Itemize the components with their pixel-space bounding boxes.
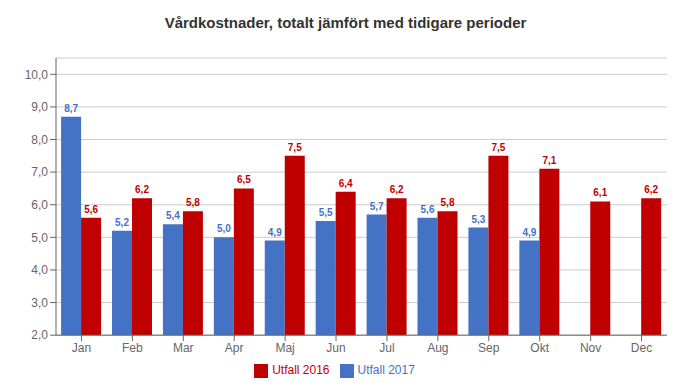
svg-text:Mar: Mar [173, 341, 194, 355]
svg-text:6,4: 6,4 [339, 178, 353, 189]
svg-text:6,0: 6,0 [31, 198, 48, 212]
svg-text:5,5: 5,5 [319, 207, 333, 218]
svg-text:Okt: Okt [530, 341, 549, 355]
svg-text:3,0: 3,0 [31, 296, 48, 310]
svg-text:5,8: 5,8 [441, 197, 455, 208]
svg-text:6,2: 6,2 [390, 184, 404, 195]
html-text:Utfall 2016: Utfall 2016 [272, 363, 330, 378]
svg-text:8,7: 8,7 [64, 103, 78, 114]
svg-text:Nov: Nov [580, 341, 601, 355]
html-text:Vårdkostnader, totalt jämfört: Vårdkostnader, totalt jämfört med tidiga… [164, 14, 527, 31]
svg-text:7,5: 7,5 [288, 142, 302, 153]
svg-text:Feb: Feb [122, 341, 143, 355]
svg-text:7,1: 7,1 [542, 155, 556, 166]
svg-text:Dec: Dec [631, 341, 652, 355]
svg-text:Jun: Jun [326, 341, 345, 355]
svg-text:5,8: 5,8 [186, 197, 200, 208]
svg-text:2,0: 2,0 [31, 328, 48, 342]
svg-text:10,0: 10,0 [25, 68, 49, 82]
svg-text:Sep: Sep [478, 341, 500, 355]
svg-text:Jan: Jan [72, 341, 91, 355]
svg-text:Jul: Jul [379, 341, 394, 355]
svg-text:Apr: Apr [225, 341, 244, 355]
svg-text:5,7: 5,7 [370, 201, 384, 212]
html-text:Utfall 2017: Utfall 2017 [357, 363, 415, 378]
svg-text:6,2: 6,2 [135, 184, 149, 195]
svg-text:9,0: 9,0 [31, 100, 48, 114]
svg-text:4,9: 4,9 [268, 227, 282, 238]
svg-text:4,0: 4,0 [31, 263, 48, 277]
svg-text:Maj: Maj [275, 341, 294, 355]
svg-text:Aug: Aug [427, 341, 448, 355]
svg-text:7,5: 7,5 [491, 142, 505, 153]
svg-text:6,1: 6,1 [593, 187, 607, 198]
svg-text:8,0: 8,0 [31, 133, 48, 147]
svg-text:5,6: 5,6 [421, 204, 435, 215]
svg-text:5,2: 5,2 [115, 217, 129, 228]
svg-text:5,6: 5,6 [84, 204, 98, 215]
svg-text:7,0: 7,0 [31, 165, 48, 179]
svg-text:6,5: 6,5 [237, 174, 251, 185]
svg-text:5,0: 5,0 [217, 223, 231, 234]
svg-text:5,4: 5,4 [166, 210, 180, 221]
svg-text:4,9: 4,9 [522, 227, 536, 238]
svg-text:5,3: 5,3 [471, 214, 485, 225]
svg-text:5,0: 5,0 [31, 231, 48, 245]
svg-text:6,2: 6,2 [644, 184, 658, 195]
